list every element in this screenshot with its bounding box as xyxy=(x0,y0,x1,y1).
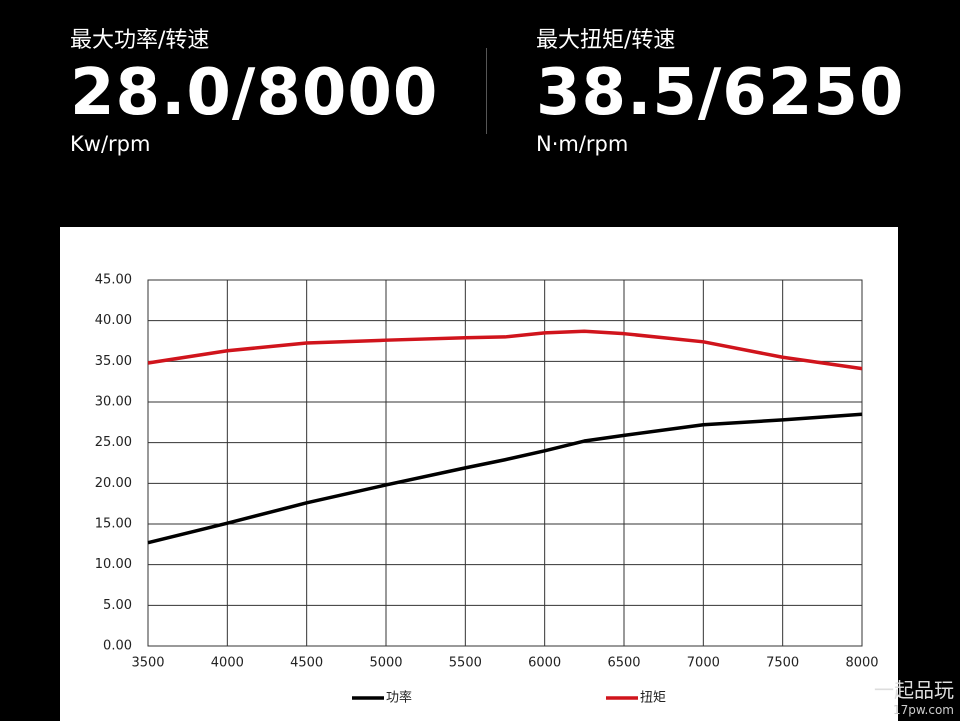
line xyxy=(147,329,863,371)
y-tick-label: 25.00 xyxy=(95,435,132,450)
line xyxy=(147,412,863,545)
stat-label: 最大功率/转速 xyxy=(70,28,210,53)
y-tick-label: 0.00 xyxy=(103,639,132,654)
x-tick-label: 6500 xyxy=(607,656,640,671)
stat: 最大功率/转速 28.0/8000 Kw/rpm xyxy=(70,22,438,156)
x-tick-label: 8000 xyxy=(845,656,878,671)
y-tick-label: 40.00 xyxy=(95,313,132,328)
stat-unit: N·m/rpm xyxy=(536,132,629,156)
x-tick-label: 5000 xyxy=(369,656,402,671)
x-tick-label: 4500 xyxy=(290,656,323,671)
stat-label: 最大扭矩/转速 xyxy=(536,28,676,53)
y-tick-label: 20.00 xyxy=(95,476,132,491)
y-tick-label: 15.00 xyxy=(95,517,132,532)
x-tick-label: 6000 xyxy=(528,656,561,671)
y-tick-label: 10.00 xyxy=(95,557,132,572)
x-tick-label: 3500 xyxy=(131,656,164,671)
watermark-name: 一起品玩 xyxy=(874,678,954,702)
y-tick-label: 30.00 xyxy=(95,395,132,410)
legend-label: 功率 xyxy=(386,690,412,706)
x-tick-label: 7000 xyxy=(687,656,720,671)
divider xyxy=(486,48,487,134)
y-tick-label: 35.00 xyxy=(95,354,132,369)
x-tick-label: 4000 xyxy=(211,656,244,671)
y-tick-label: 45.00 xyxy=(95,273,132,288)
stat-unit: Kw/rpm xyxy=(70,132,151,156)
watermark-site: 17pw.com xyxy=(892,703,954,717)
stat-value: 38.5/6250 xyxy=(536,56,905,130)
y-tick-label: 5.00 xyxy=(103,598,132,613)
watermark: 一起品玩 17pw.com xyxy=(874,674,954,717)
plot-border xyxy=(147,279,863,647)
stat-value: 28.0/8000 xyxy=(70,56,439,130)
chart-panel xyxy=(60,227,898,721)
stat: 最大扭矩/转速 38.5/6250 N·m/rpm xyxy=(536,22,904,156)
x-tick-label: 7500 xyxy=(766,656,799,671)
x-tick-label: 5500 xyxy=(449,656,482,671)
legend-label: 扭矩 xyxy=(640,691,666,706)
